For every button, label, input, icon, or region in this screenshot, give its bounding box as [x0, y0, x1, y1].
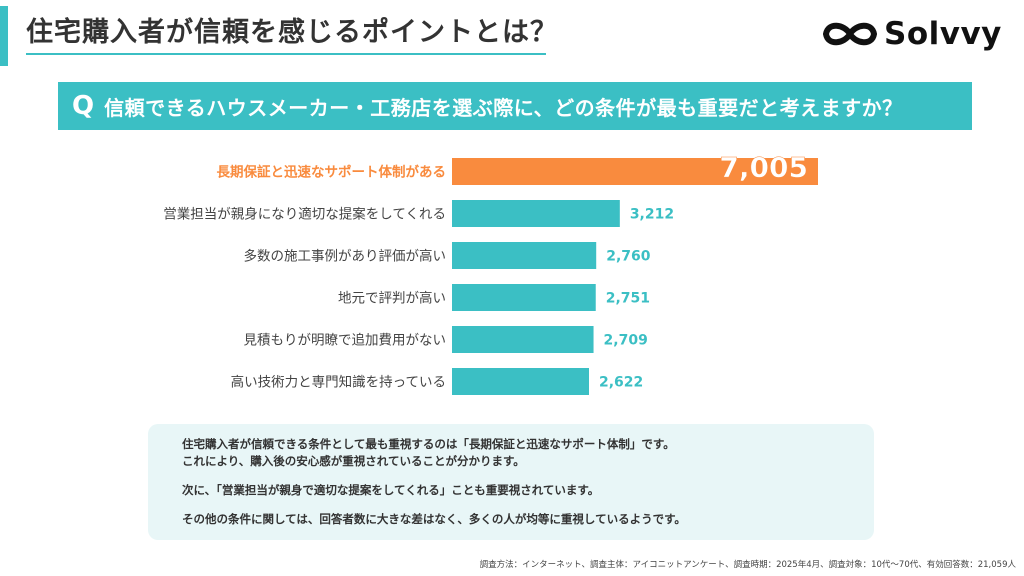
bar-chart: 長期保証と迅速なサポート体制がある 7,005 営業担当が親身になり適切な提案をして… — [163, 151, 818, 395]
category-label: 見積もりが明瞭で追加費用がない — [244, 333, 447, 349]
summary-line: その他の条件に関しては、回答者数に大きな差はなく、多くの人が均等に重視しているよ… — [182, 512, 686, 526]
bar — [452, 200, 620, 227]
category-label: 高い技術力と専門知識を持っている — [231, 374, 446, 391]
bar — [452, 368, 589, 395]
bar — [452, 284, 596, 311]
value-label: 3,212 — [630, 207, 674, 223]
title-accent-bar — [0, 6, 8, 66]
question-text: 信頼できるハウスメーカー・工務店を選ぶ際に、どの条件が最も重要だと考えますか？ — [104, 95, 903, 120]
summary-line: 住宅購入者が信頼できる条件として最も重視するのは「長期保証と迅速なサポート体制」… — [182, 437, 675, 451]
survey-footnote: 調査方法：インターネット、調査主体：アイコニットアンケート、調査時期：2025年… — [479, 560, 1016, 570]
value-label: 2,622 — [599, 375, 643, 391]
bar — [452, 242, 597, 269]
logo-text: Solvvy — [884, 16, 1002, 52]
infinity-logo-icon — [822, 22, 878, 46]
value-label: 7,005 — [719, 151, 808, 184]
category-label: 地元で評判が高い — [338, 290, 446, 307]
question-banner: Q 信頼できるハウスメーカー・工務店を選ぶ際に、どの条件が最も重要だと考えますか… — [58, 82, 972, 130]
category-label: 多数の施工事例があり評価が高い — [244, 248, 447, 265]
category-label: 営業担当が親身になり適切な提案をしてくれる — [163, 206, 446, 223]
value-label: 2,709 — [604, 333, 648, 349]
summary-line: これにより、購入後の安心感が重視されていることが分かります。 — [182, 454, 525, 468]
bar — [452, 158, 818, 185]
value-label: 2,760 — [606, 249, 651, 265]
category-label: 長期保証と迅速なサポート体制がある — [217, 164, 447, 181]
brand-logo: Solvvy — [820, 12, 1010, 56]
bar — [452, 326, 594, 353]
value-label: 2,751 — [606, 291, 650, 307]
page-title: 住宅購入者が信頼を感じるポイントとは？ — [26, 17, 558, 48]
summary-box: 住宅購入者が信頼できる条件として最も重視するのは「長期保証と迅速なサポート体制」… — [148, 424, 874, 540]
title-underline — [26, 53, 546, 55]
summary-line: 次に、「営業担当が親身で適切な提案をしてくれる」ことも重要視されています。 — [182, 483, 600, 497]
question-mark-label: Q — [72, 91, 95, 121]
